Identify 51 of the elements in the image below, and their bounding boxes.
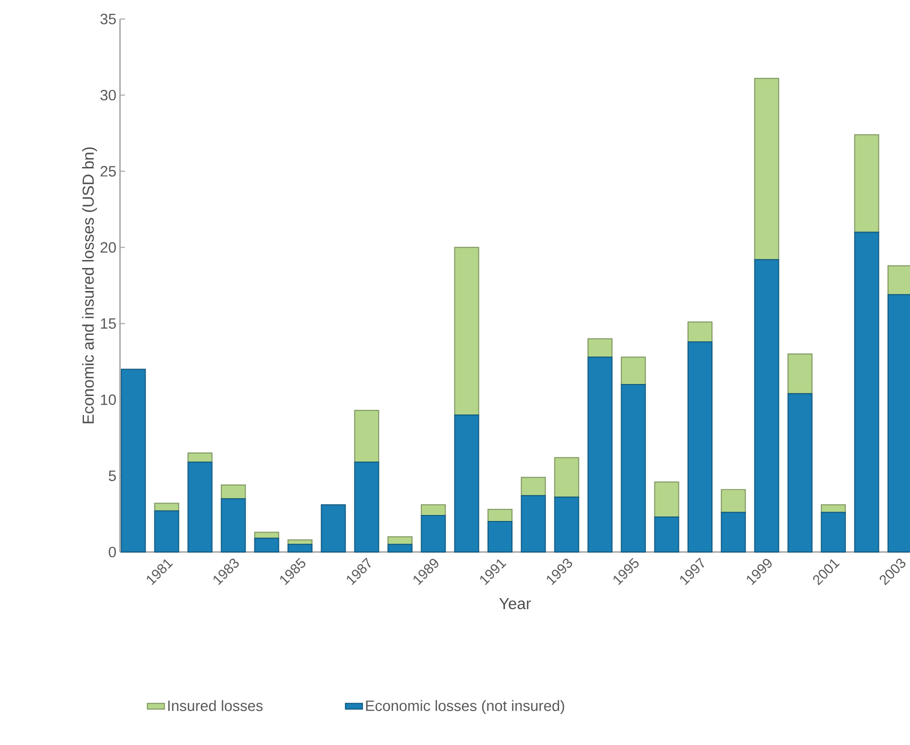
- bar: [454, 246, 480, 416]
- bar: [620, 384, 646, 553]
- bar: [788, 354, 813, 394]
- bar: [220, 484, 246, 500]
- bar: [754, 259, 780, 553]
- bar: [720, 489, 746, 513]
- bar: [420, 504, 446, 516]
- bar: [320, 504, 346, 553]
- y-tick-label: 0: [108, 546, 116, 558]
- y-tick-label: 10: [101, 394, 116, 405]
- y-tick-label: 30: [100, 90, 116, 100]
- bar: [520, 476, 546, 496]
- bar: [554, 496, 580, 553]
- y-axis-title: Economic and insured losses (USD bn): [82, 147, 97, 424]
- bar: [420, 514, 446, 553]
- y-tick-label: 35: [100, 14, 116, 24]
- bar: [354, 410, 380, 463]
- bar: [688, 322, 713, 342]
- bar: [354, 462, 380, 553]
- bar: [588, 338, 613, 358]
- bar: [188, 462, 212, 553]
- bar: [154, 510, 180, 553]
- bar: [654, 481, 680, 518]
- legend-label: Insured losses: [168, 700, 263, 712]
- bar: [854, 232, 880, 553]
- bar: [488, 508, 513, 522]
- y-tick-label: 25: [100, 166, 116, 177]
- bar: [288, 544, 312, 553]
- bar: [254, 532, 280, 539]
- bar: [654, 516, 680, 553]
- legend-label: Economic losses (not insured): [366, 700, 564, 714]
- y-tick-label: 20: [100, 242, 116, 253]
- bar: [388, 544, 413, 553]
- bar: [554, 457, 580, 498]
- bar: [120, 368, 146, 553]
- bar: [254, 538, 280, 553]
- bar: [520, 495, 546, 553]
- bar: [588, 356, 613, 553]
- x-axis-title: Year: [499, 598, 531, 610]
- bar: [488, 521, 513, 553]
- bar: [688, 341, 713, 553]
- bar: [854, 134, 880, 233]
- y-tick-label: 15: [101, 318, 116, 329]
- bar: [754, 78, 780, 260]
- bar: [454, 414, 480, 553]
- bar: [720, 512, 746, 553]
- bar: [220, 498, 246, 553]
- bar: [620, 356, 646, 385]
- bar: [788, 393, 813, 553]
- y-tick-label: 5: [108, 470, 116, 482]
- bar: [820, 512, 846, 553]
